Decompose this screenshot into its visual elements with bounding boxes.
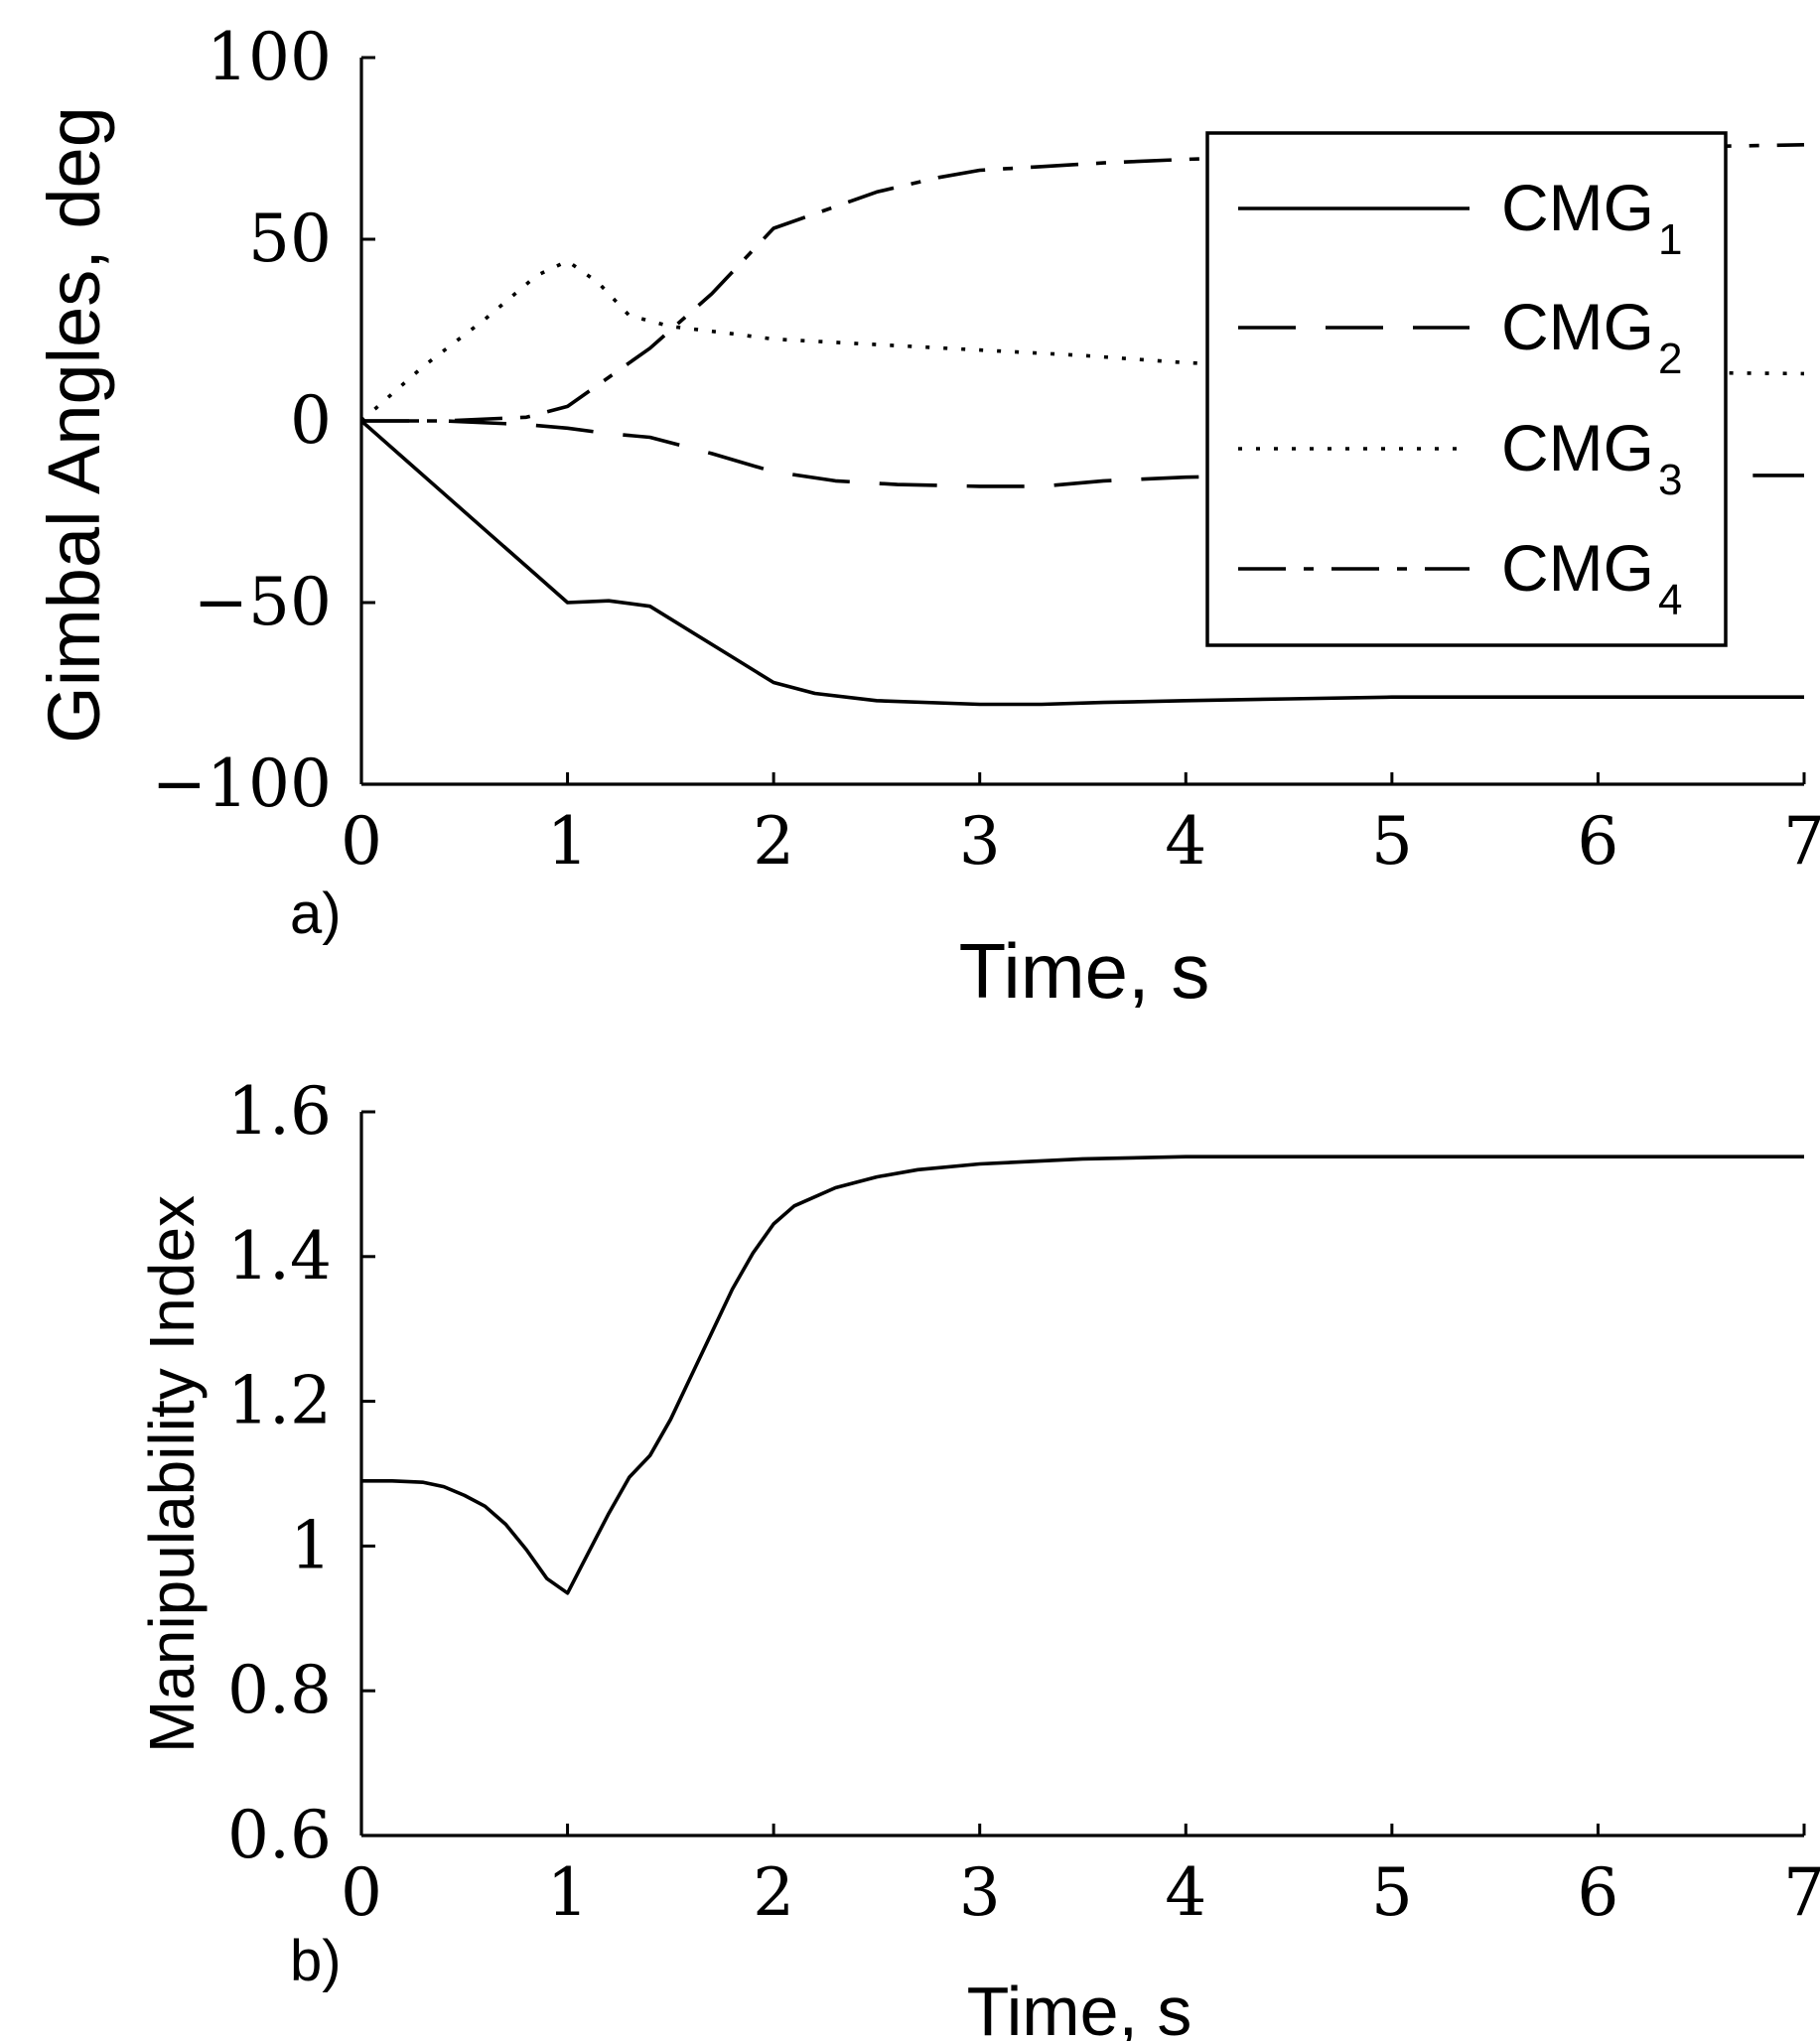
legend-label-cmg3: CMG3 — [1501, 411, 1682, 504]
manipulability-x-tick-label: 3 — [959, 1854, 1001, 1931]
manipulability-series-group — [361, 1155, 1804, 1595]
manipulability-x-tick-label: 6 — [1577, 1854, 1618, 1931]
manipulability-ticks: 0 1 2 3 4 5 6 7 1.6 1.4 1.2 1 0.8 0.6 — [227, 1073, 1820, 1931]
gimbal-x-tick-label: 5 — [1371, 803, 1413, 880]
manipulability-x-tick-label: 5 — [1371, 1854, 1413, 1931]
gimbal-x-tick-label: 0 — [341, 803, 382, 880]
manipulability-x-tick-label: 1 — [547, 1854, 589, 1931]
gimbal-x-tick-label: 4 — [1165, 803, 1206, 880]
gimbal-series-cmg1 — [359, 419, 1804, 707]
legend-item-cmg4: CMG4 — [1238, 531, 1682, 624]
legend-label-cmg4: CMG4 — [1501, 531, 1682, 624]
manipulability-y-tick-label: 0.8 — [227, 1652, 332, 1728]
legend-subscript-cmg2: 2 — [1658, 335, 1682, 383]
manipulability-x-tick-label: 7 — [1783, 1854, 1820, 1931]
gimbal-ticks: 0 1 2 3 4 5 6 7 100 50 0 −50 −100 — [152, 19, 1820, 880]
chart-gimbal-angles: 0 1 2 3 4 5 6 7 100 50 0 −50 −100 Gimbal Angles, deg… — [33, 19, 1820, 1015]
legend-item-cmg1: CMG1 — [1238, 171, 1682, 264]
gimbal-x-tick-label: 2 — [753, 803, 794, 880]
legend-label-cmg2: CMG2 — [1501, 290, 1682, 383]
gimbal-y-tick-label: 100 — [207, 19, 332, 95]
gimbal-x-axis-title: Time, s — [959, 927, 1210, 1015]
legend-text-cmg3: CMG — [1501, 411, 1654, 484]
legend-subscript-cmg4: 4 — [1658, 576, 1682, 624]
legend-label-cmg1: CMG1 — [1501, 171, 1682, 264]
gimbal-x-tick-label: 6 — [1577, 803, 1618, 880]
manipulability-y-tick-label: 1.6 — [227, 1073, 332, 1150]
manipulability-y-axis-title: Manipulability Index — [136, 1195, 208, 1753]
legend-text-cmg2: CMG — [1501, 290, 1654, 363]
gimbal-y-tick-label: −100 — [152, 746, 332, 822]
legend: CMG1 CMG2 CMG3 CMG4 — [1205, 131, 1728, 647]
legend-subscript-cmg1: 1 — [1658, 215, 1682, 264]
legend-box — [1205, 131, 1728, 647]
legend-subscript-cmg3: 3 — [1658, 456, 1682, 504]
gimbal-y-tick-label: 50 — [248, 201, 332, 277]
panel-label-a: a) — [290, 882, 342, 946]
gimbal-x-tick-label: 7 — [1783, 803, 1820, 880]
gimbal-y-axis-title: Gimbal Angles, deg — [33, 106, 115, 744]
gimbal-series-cmg2 — [361, 419, 1804, 488]
manipulability-x-tick-label: 0 — [341, 1854, 382, 1931]
gimbal-y-tick-label: 0 — [290, 382, 332, 459]
manipulability-x-tick-label: 4 — [1165, 1854, 1206, 1931]
legend-item-cmg3: CMG3 — [1238, 411, 1682, 504]
gimbal-x-tick-label: 1 — [547, 803, 589, 880]
chart-manipulability: 0 1 2 3 4 5 6 7 1.6 1.4 1.2 1 0.8 0.6 Manipulability … — [136, 1073, 1820, 2041]
manipulability-x-axis-title: Time, s — [967, 1973, 1192, 2041]
manipulability-x-tick-label: 2 — [753, 1854, 794, 1931]
legend-item-cmg2: CMG2 — [1238, 290, 1682, 383]
gimbal-x-tick-label: 3 — [959, 803, 1001, 880]
manipulability-y-tick-label: 1.2 — [227, 1363, 332, 1439]
manipulability-series-line — [361, 1155, 1804, 1595]
legend-text-cmg1: CMG — [1501, 171, 1654, 244]
manipulability-y-tick-label: 1 — [290, 1507, 332, 1583]
manipulability-y-tick-label: 0.6 — [227, 1797, 332, 1873]
gimbal-y-tick-label: −50 — [194, 564, 332, 640]
manipulability-y-tick-label: 1.4 — [227, 1218, 332, 1294]
panel-label-b: b) — [290, 1929, 342, 1993]
gimbal-series-cmg3 — [359, 259, 1805, 423]
legend-text-cmg4: CMG — [1501, 531, 1654, 605]
